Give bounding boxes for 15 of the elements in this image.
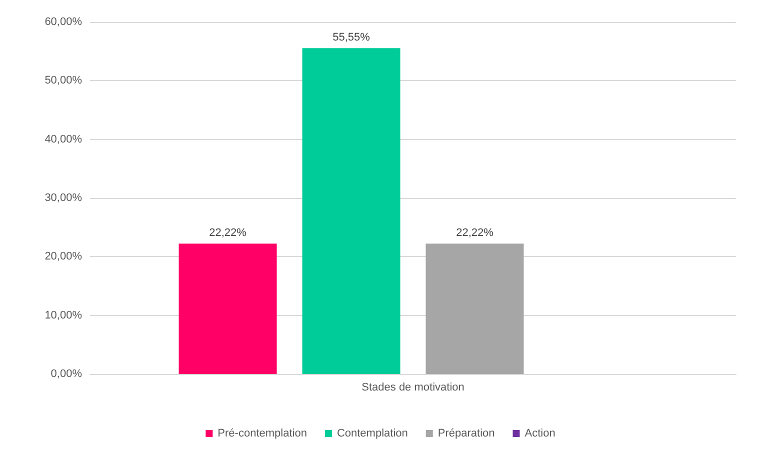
legend-label: Action bbox=[524, 428, 556, 440]
legend-label: Préparation bbox=[438, 428, 495, 440]
y-tick-label: 40,00% bbox=[44, 133, 82, 146]
y-tick-label: 0,00% bbox=[50, 368, 82, 380]
data-label: 55,55% bbox=[332, 32, 370, 44]
legend-label: Pré-contemplation bbox=[218, 428, 307, 440]
data-label: 22,22% bbox=[209, 227, 247, 240]
x-tick-label: Stades de motivation bbox=[362, 382, 464, 394]
data-label: 22,22% bbox=[456, 227, 494, 240]
legend-label: Contemplation bbox=[336, 428, 408, 440]
y-tick-label: 20,00% bbox=[44, 250, 82, 263]
y-tick-label: 60,00% bbox=[44, 16, 82, 28]
y-tick-label: 10,00% bbox=[44, 309, 82, 322]
y-tick-label: 30,00% bbox=[44, 192, 82, 204]
y-tick-label: 50,00% bbox=[44, 74, 82, 87]
